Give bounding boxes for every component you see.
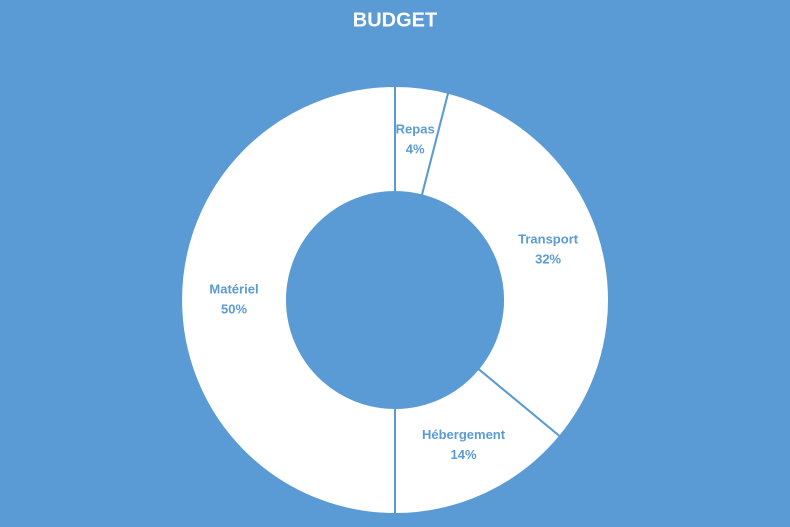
value-label: 4%	[406, 142, 425, 157]
chart-title: BUDGET	[353, 9, 437, 31]
donut-segment	[420, 91, 610, 438]
donut-segment	[180, 84, 396, 516]
segment-label: Transport	[518, 232, 579, 247]
donut-segment	[394, 367, 562, 516]
segment-label: Matériel	[209, 281, 258, 296]
value-label: 50%	[221, 301, 247, 316]
value-label: 14%	[451, 447, 477, 462]
segment-label: Repas	[396, 122, 435, 137]
segment-label: Hébergement	[422, 427, 506, 442]
value-label: 32%	[535, 252, 561, 267]
